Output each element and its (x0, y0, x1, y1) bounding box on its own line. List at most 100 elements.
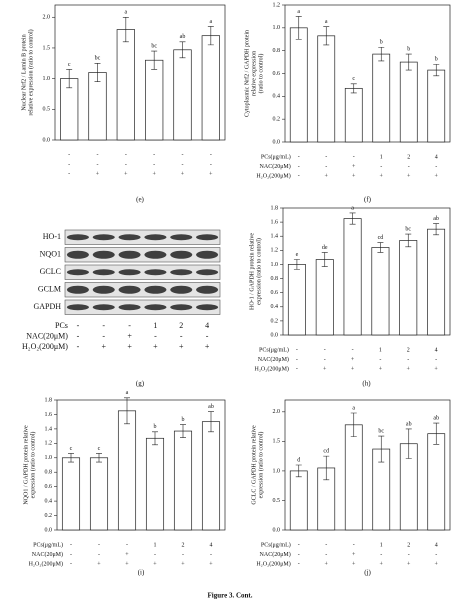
y-tick-label: 1.6 (45, 412, 53, 418)
condition-value: - (298, 542, 300, 548)
y-axis-label: Cytoplasmic Nrf2 / GAPDH protein (243, 30, 250, 117)
condition-value: - (125, 152, 127, 158)
error-bar (405, 53, 412, 71)
blot-band (66, 234, 89, 241)
condition-value: + (352, 164, 356, 170)
condition-label: PCs(μg/mL) (261, 153, 291, 160)
y-tick-label: 0.4 (273, 94, 281, 100)
condition-value: - (68, 171, 70, 177)
significance-letter: c (70, 446, 73, 452)
condition-value: + (325, 173, 329, 179)
blot-band (144, 269, 167, 276)
condition-value: - (298, 561, 300, 567)
significance-letter: b (380, 40, 383, 46)
y-tick-label: 2.0 (273, 409, 281, 415)
condition-value: + (97, 561, 101, 567)
condition-value: + (101, 342, 106, 351)
y-tick-label: 0.2 (271, 318, 279, 324)
significance-letter: ab (180, 34, 186, 40)
y-tick-label: 1.2 (271, 248, 279, 254)
significance-letter: cd (323, 449, 329, 455)
blot-band (196, 269, 219, 276)
condition-value: - (408, 552, 410, 558)
error-bar (151, 50, 158, 70)
bar (89, 457, 109, 531)
condition-value: 2 (407, 347, 410, 353)
blot-band (92, 304, 115, 311)
panel-label: (e) (136, 196, 144, 204)
condition-value: 2 (179, 321, 183, 330)
condition-value: - (180, 331, 183, 340)
condition-label: NAC(20μM) (258, 356, 289, 363)
condition-value: - (70, 561, 72, 567)
condition-value: + (323, 366, 327, 372)
condition-value: 2 (182, 542, 185, 548)
bar (427, 433, 446, 531)
bar (427, 69, 446, 143)
condition-value: + (407, 561, 411, 567)
y-axis-label: relative expression (251, 51, 257, 96)
condition-value: + (352, 552, 356, 558)
significance-letter: b (154, 424, 157, 430)
condition-value: - (298, 552, 300, 558)
significance-letter: ab (433, 216, 439, 222)
bar (287, 264, 306, 336)
y-axis-label: Nuclear Nrf2 / Lamin B protein (20, 34, 27, 110)
error-bar (295, 16, 302, 40)
blot-strip (64, 229, 221, 245)
condition-value: - (98, 552, 100, 558)
condition-value: + (352, 561, 356, 567)
condition-value: - (182, 162, 184, 168)
blot-band (66, 269, 89, 276)
condition-label: NAC(20μM) (26, 331, 68, 340)
condition-value: + (125, 561, 129, 567)
y-tick-label: 1.8 (271, 205, 279, 211)
condition-value: + (380, 561, 384, 567)
condition-label: NAC(20μM) (32, 551, 63, 558)
error-bar (152, 431, 158, 446)
y-axis-label: expression (ratio to control) (257, 432, 264, 499)
condition-value: - (102, 321, 105, 330)
condition-value: - (182, 552, 184, 558)
condition-value: - (408, 164, 410, 170)
y-tick-label: 1.8 (45, 397, 53, 403)
condition-label: NAC(20μM) (260, 163, 291, 170)
significance-letter: a (124, 10, 127, 16)
condition-value: - (153, 162, 155, 168)
y-tick-label: 1.0 (273, 25, 281, 31)
y-axis-label: NQO1 / GAPDH protein relative (23, 425, 29, 505)
bar (289, 27, 308, 143)
condition-value: - (324, 357, 326, 363)
condition-value: 1 (154, 542, 157, 548)
condition-value: 2 (407, 542, 410, 548)
bar (145, 437, 165, 531)
condition-value: - (352, 347, 354, 353)
condition-value: - (210, 162, 212, 168)
condition-value: - (210, 552, 212, 558)
condition-value: + (124, 171, 128, 177)
significance-letter: bc (405, 226, 411, 232)
error-bar (208, 411, 214, 433)
y-tick-label: 0.0 (45, 527, 53, 533)
blot-band (170, 304, 193, 311)
error-bar (349, 212, 356, 225)
significance-letter: b (435, 57, 438, 63)
error-bar (180, 424, 186, 438)
condition-value: + (380, 173, 384, 179)
error-bar (323, 455, 330, 481)
bar (173, 49, 192, 141)
plot-frame (56, 399, 226, 531)
bar (343, 218, 362, 336)
condition-value: + (435, 173, 439, 179)
significance-letter: a (126, 390, 129, 396)
y-tick-label: 0.0 (43, 137, 51, 143)
condition-value: - (353, 542, 355, 548)
plot-frame (282, 207, 451, 336)
condition-value: - (296, 347, 298, 353)
condition-value: + (153, 342, 158, 351)
error-bar (378, 46, 385, 62)
significance-letter: ab (406, 421, 412, 427)
condition-value: - (298, 173, 300, 179)
figure-caption: Figure 3. Cont. (208, 592, 253, 600)
blot-label: HO-1 (43, 232, 61, 241)
